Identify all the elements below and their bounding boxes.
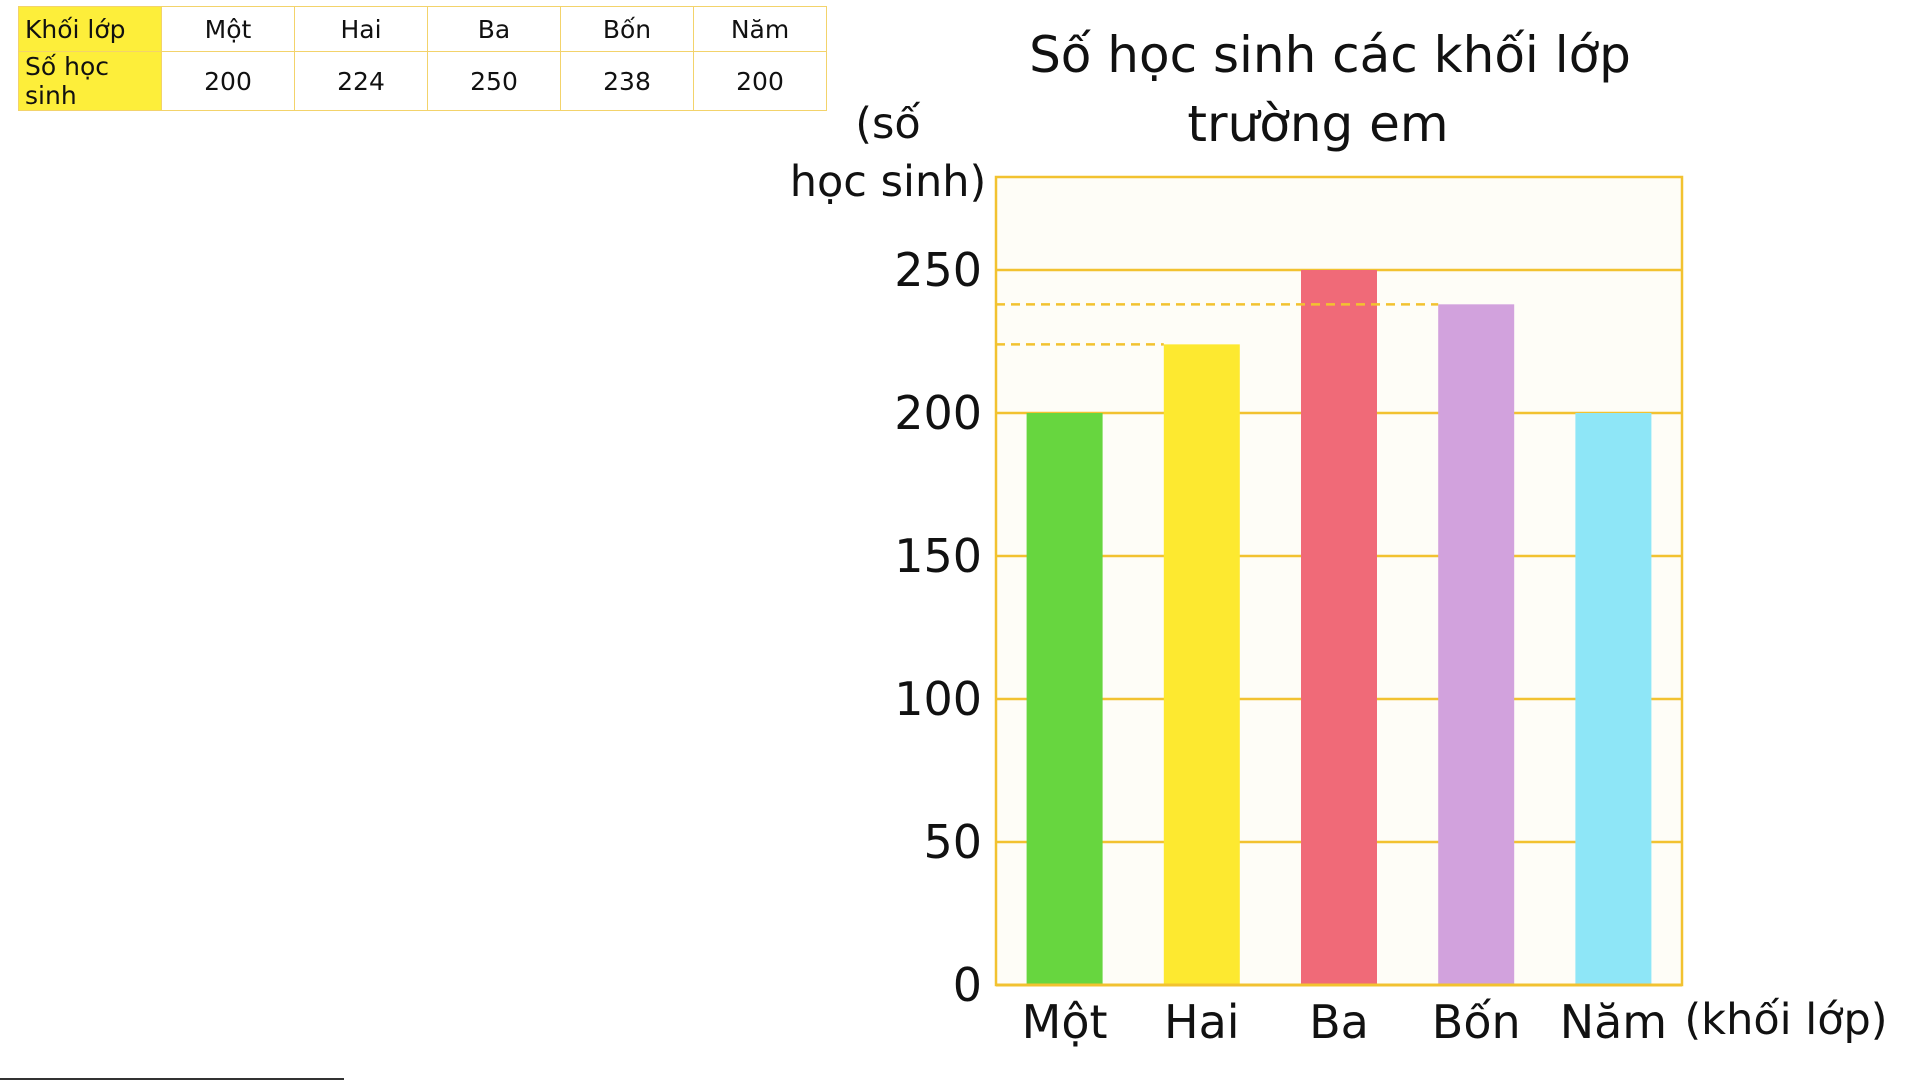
table-value-cell: 200	[693, 51, 827, 111]
bar	[1575, 413, 1652, 985]
bar	[1438, 304, 1515, 985]
plot-area: 0 50 100 150 200 250 Một Hai Ba Bốn Năm	[894, 175, 1684, 1049]
x-tick-label: Hai	[1164, 995, 1240, 1049]
y-tick-label: 150	[894, 529, 982, 583]
table-category-cell: Bốn	[560, 6, 694, 52]
table-value-cell: 250	[427, 51, 561, 111]
bar	[1163, 344, 1240, 985]
table-category-cell: Năm	[693, 6, 827, 52]
table-value-cell: 200	[161, 51, 295, 111]
table-header-label: Khối lớp	[18, 6, 162, 52]
table-value-cell: 238	[560, 51, 694, 111]
chart-title-line1: Số học sinh các khối lớp	[1029, 26, 1631, 84]
bottom-divider	[0, 1078, 344, 1080]
table-value-row: Số học sinh 200 224 250 238 200	[18, 51, 827, 111]
table-value-label: Số học sinh	[18, 51, 162, 111]
table-value-cell: 224	[294, 51, 428, 111]
x-tick-label: Năm	[1560, 995, 1667, 1049]
y-tick-label: 100	[894, 672, 982, 726]
table-header-row: Khối lớp Một Hai Ba Bốn Năm	[18, 6, 827, 52]
bar	[1026, 413, 1103, 985]
y-axis-label-line1: (số	[855, 99, 921, 149]
x-axis-label: (khối lớp)	[1684, 995, 1887, 1045]
chart-title-line2: trường em	[1187, 95, 1448, 153]
table-category-cell: Ba	[427, 6, 561, 52]
y-tick-label: 250	[894, 243, 982, 297]
data-table: Khối lớp Một Hai Ba Bốn Năm Số học sinh …	[18, 6, 827, 111]
y-axis-label-line2: học sinh)	[790, 157, 987, 207]
x-tick-label: Bốn	[1432, 995, 1521, 1049]
bar	[1301, 270, 1377, 985]
y-tick-label: 0	[953, 958, 982, 1012]
y-tick-label: 200	[894, 386, 982, 440]
x-tick-label: Một	[1022, 995, 1108, 1049]
table-category-cell: Hai	[294, 6, 428, 52]
x-tick-label: Ba	[1309, 995, 1369, 1049]
y-tick-label: 50	[923, 815, 982, 869]
